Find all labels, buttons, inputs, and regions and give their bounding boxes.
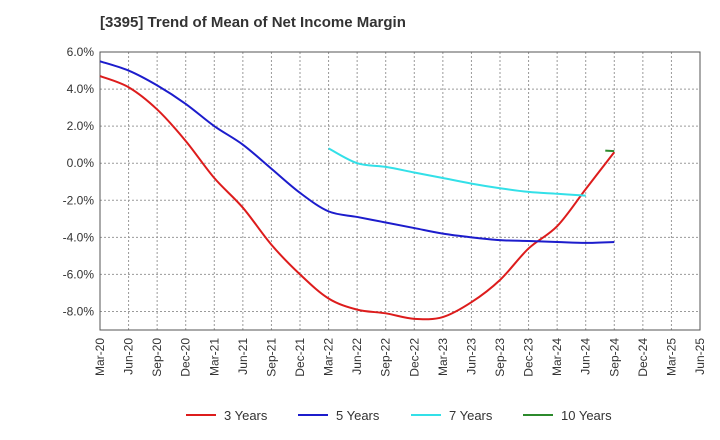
series-lines [99, 60, 616, 321]
x-tick-label: Sep-20 [150, 338, 164, 377]
x-tick-label: Dec-23 [522, 338, 536, 377]
y-tick-label: -4.0% [63, 230, 95, 244]
x-tick-label: Jun-20 [122, 338, 136, 375]
x-tick-label: Sep-24 [607, 338, 621, 377]
x-tick-label: Jun-21 [236, 338, 250, 375]
series-line-5-years [99, 60, 615, 244]
legend-label: 5 Years [336, 408, 380, 423]
x-tick-label: Mar-25 [664, 338, 678, 376]
x-tick-label: Mar-22 [322, 338, 336, 376]
legend-label: 3 Years [224, 408, 268, 423]
legend-label: 10 Years [561, 408, 612, 423]
x-tick-label: Sep-21 [264, 338, 278, 377]
legend-item-5-years: 5 Years [298, 408, 380, 423]
x-tick-label: Dec-21 [293, 338, 307, 377]
axes: 6.0% 4.0% 2.0% 0.0% -2.0% -4.0% -6.0% -8.0% Mar-… [63, 45, 707, 377]
legend-item-7-years: 7 Years [411, 408, 493, 423]
x-tick-label: Mar-23 [436, 338, 450, 376]
series-line-7-years [328, 147, 586, 197]
y-tick-label: -2.0% [63, 193, 95, 207]
x-tick-label: Mar-21 [207, 338, 221, 376]
plot-frame [99, 51, 701, 331]
chart-title: [3395] Trend of Mean of Net Income Margi… [100, 14, 406, 31]
x-tick-label: Jun-23 [464, 338, 478, 375]
y-tick-label: 2.0% [67, 119, 95, 133]
x-tick-label: Mar-20 [93, 338, 107, 376]
x-tick-label: Dec-22 [407, 338, 421, 377]
series-line-10-years [605, 149, 615, 153]
y-tick-label: -8.0% [63, 304, 95, 318]
y-tick-label: -6.0% [63, 267, 95, 281]
y-tick-label: 6.0% [67, 45, 95, 59]
x-tick-label: Dec-20 [179, 338, 193, 377]
x-tick-label: Jun-22 [350, 338, 364, 375]
grid-lines [99, 51, 701, 330]
legend-label: 7 Years [449, 408, 493, 423]
x-tick-label: Sep-22 [379, 338, 393, 377]
x-tick-label: Mar-24 [550, 338, 564, 376]
x-tick-label: Sep-23 [493, 338, 507, 377]
x-tick-label: Jun-25 [693, 338, 707, 375]
legend-item-10-years: 10 Years [523, 408, 612, 423]
y-tick-label: 0.0% [67, 156, 95, 170]
legend: 3 Years 5 Years 7 Years 10 Years [186, 408, 612, 423]
y-tick-label: 4.0% [67, 82, 95, 96]
x-tick-label: Dec-24 [636, 338, 650, 377]
series-line-3-years [99, 75, 616, 321]
x-tick-label: Jun-24 [579, 338, 593, 375]
legend-item-3-years: 3 Years [186, 408, 268, 423]
